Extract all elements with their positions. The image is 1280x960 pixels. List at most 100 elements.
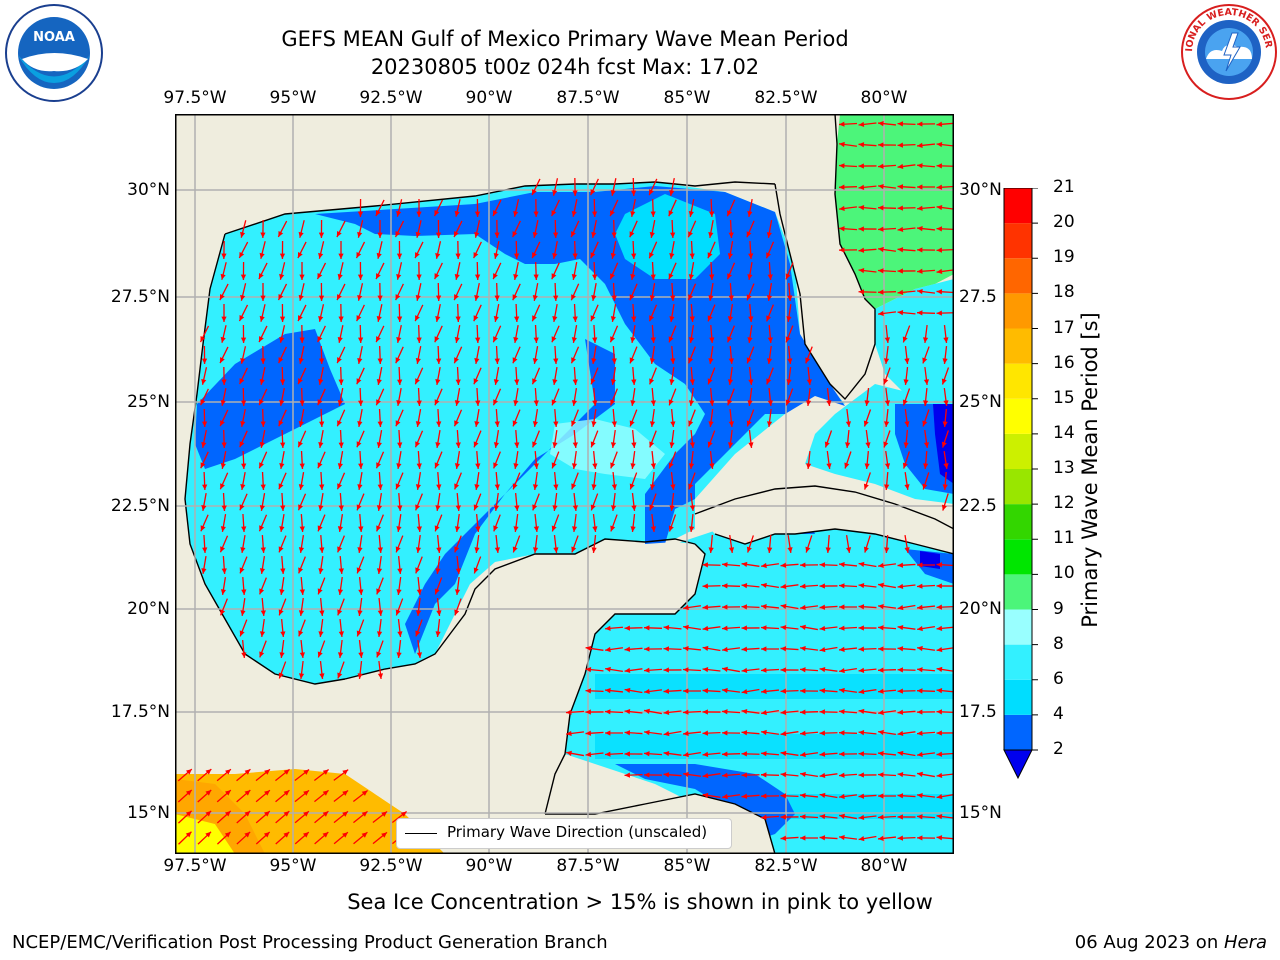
wave-arrow-head bbox=[318, 442, 324, 448]
wave-arrow-head bbox=[473, 567, 479, 574]
wave-arrow-head bbox=[592, 337, 598, 343]
wave-arrow-head bbox=[683, 604, 689, 611]
wave-arrow-head bbox=[357, 211, 364, 217]
wave-arrow-head bbox=[225, 769, 231, 775]
wave-arrow-head bbox=[356, 252, 362, 259]
map-frame bbox=[175, 114, 954, 854]
wave-arrow-head bbox=[858, 814, 865, 821]
wave-arrow-head bbox=[650, 526, 657, 532]
wave-arrow-head bbox=[592, 463, 598, 469]
wave-arrow-head bbox=[474, 274, 481, 280]
wave-arrow-head bbox=[727, 442, 734, 448]
wave-arrow-head bbox=[702, 562, 708, 568]
wave-arrow-head bbox=[435, 316, 441, 322]
atlantic-cyan bbox=[875, 279, 954, 404]
wave-arrow-head bbox=[669, 253, 675, 259]
wave-arrow-head bbox=[941, 441, 947, 448]
wave-arrow-head bbox=[553, 358, 559, 364]
wave-arrow-head bbox=[917, 121, 923, 127]
wave-arrow-head bbox=[917, 310, 923, 316]
wave-arrow-head bbox=[435, 379, 441, 385]
wave-arrow-head bbox=[839, 247, 845, 253]
wave-arrow-head bbox=[592, 274, 598, 280]
wave-arrow-head bbox=[644, 729, 650, 736]
wave-arrow-head bbox=[318, 568, 324, 574]
wave-arrow-head bbox=[878, 772, 884, 778]
wave-arrow-head bbox=[494, 295, 500, 301]
wave-arrow-head bbox=[630, 190, 637, 196]
wave-arrow-head bbox=[683, 646, 689, 652]
wave-arrow-head bbox=[435, 631, 441, 637]
wave-arrow-head bbox=[454, 483, 460, 490]
colorbar-segment bbox=[1004, 539, 1032, 575]
wave-arrow-head bbox=[473, 315, 479, 322]
wave-arrow-head bbox=[689, 316, 695, 322]
wave-arrow-head bbox=[741, 646, 748, 652]
wave-arrow-head bbox=[415, 630, 421, 637]
wave-arrow-head bbox=[279, 652, 285, 658]
wave-arrow-head bbox=[377, 610, 383, 616]
colorbar-tick-label: 8 bbox=[1053, 633, 1064, 654]
wave-arrow-head bbox=[533, 274, 539, 280]
wave-arrow-head bbox=[650, 400, 656, 406]
wave-arrow-head bbox=[259, 252, 265, 259]
wave-arrow-head bbox=[240, 274, 247, 280]
wave-arrow-head bbox=[683, 730, 689, 736]
wave-arrow-head bbox=[493, 336, 498, 343]
wave-arrow-head bbox=[319, 484, 325, 490]
wave-arrow-head bbox=[436, 421, 442, 427]
wave-arrow-head bbox=[221, 442, 227, 448]
wave-arrow-head bbox=[357, 484, 363, 490]
wave-arrow-head bbox=[630, 526, 636, 532]
wave-arrow-head bbox=[571, 274, 577, 280]
wave-arrow-head bbox=[785, 273, 791, 280]
colorbar-tick-label: 17 bbox=[1053, 317, 1075, 338]
wave-arrow-head bbox=[395, 357, 401, 364]
wave-arrow-head bbox=[280, 631, 286, 637]
wave-arrow-head bbox=[858, 121, 865, 128]
wave-arrow-head bbox=[455, 568, 461, 574]
wave-arrow-head bbox=[358, 463, 364, 469]
wave-arrow-head bbox=[897, 226, 904, 233]
wave-arrow-head bbox=[377, 421, 383, 427]
wave-arrow-head bbox=[512, 420, 518, 427]
wave-arrow-head bbox=[650, 211, 656, 217]
wave-arrow-head bbox=[185, 810, 192, 817]
wave-arrow-head bbox=[473, 504, 479, 511]
wave-arrow-head bbox=[299, 274, 305, 280]
wave-arrow-head bbox=[746, 357, 752, 364]
wave-arrow-head bbox=[241, 652, 247, 658]
caribbean-stripe bbox=[595, 674, 954, 699]
wave-arrow-head bbox=[897, 646, 904, 652]
wave-arrow-head bbox=[201, 442, 207, 448]
wave-arrow-head bbox=[551, 399, 557, 406]
pacific-yellow bbox=[175, 814, 235, 854]
wave-arrow-head bbox=[761, 646, 767, 652]
gulf-band bbox=[405, 339, 615, 654]
wave-arrow-head bbox=[748, 379, 754, 385]
wave-arrow-head bbox=[702, 645, 709, 651]
wave-arrow-head bbox=[298, 231, 304, 238]
wave-arrow-head bbox=[670, 421, 676, 427]
wave-arrow-head bbox=[858, 267, 865, 274]
wave-arrow-head bbox=[318, 505, 324, 511]
wave-arrow-head bbox=[202, 484, 208, 490]
wave-arrow-head bbox=[688, 211, 694, 217]
wave-arrow-head bbox=[342, 811, 348, 817]
wave-arrow-head bbox=[936, 141, 943, 148]
wave-arrow-head bbox=[436, 358, 442, 364]
wave-period-map[interactable] bbox=[175, 114, 954, 854]
wave-arrow-head bbox=[741, 604, 748, 610]
wave-arrow-head bbox=[819, 688, 826, 694]
wave-arrow-head bbox=[858, 247, 865, 253]
wave-arrow-head bbox=[416, 274, 422, 280]
wave-arrow-head bbox=[590, 504, 596, 511]
lat-label-right: 25°N bbox=[959, 392, 1002, 412]
wave-arrow-head bbox=[897, 310, 904, 316]
lon-label-bottom: 92.5°W bbox=[359, 856, 423, 876]
wave-arrow-head bbox=[649, 315, 654, 322]
gulf-band bbox=[195, 329, 345, 469]
wave-arrow-head bbox=[917, 625, 923, 632]
wave-arrow-head bbox=[624, 646, 631, 652]
wave-arrow-head bbox=[317, 651, 323, 658]
